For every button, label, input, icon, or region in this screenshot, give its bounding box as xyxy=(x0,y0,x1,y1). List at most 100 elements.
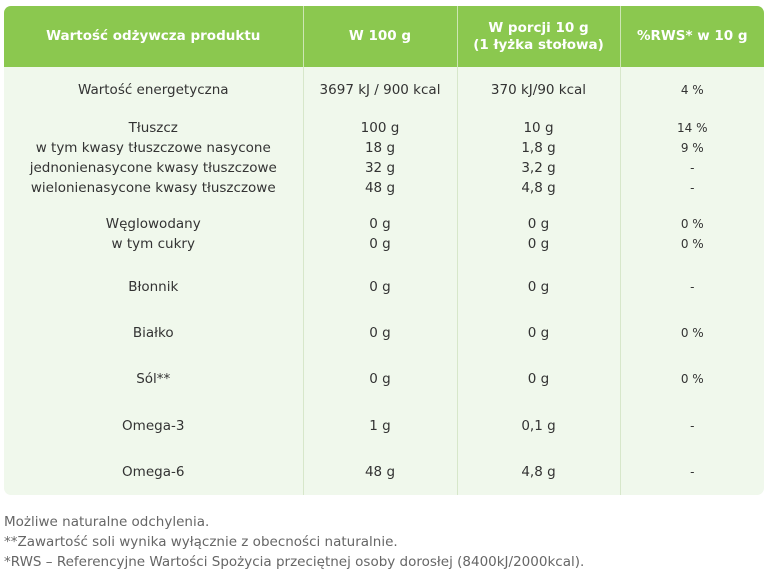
value-rws: 0 % xyxy=(680,326,704,341)
value-rws: 0 % xyxy=(680,372,704,387)
value-rws-cell: 14 % 9 % - - xyxy=(619,112,764,204)
table-row: Wartość energetyczna 3697 kJ / 900 kcal 37… xyxy=(4,67,764,113)
value-per-portion-cell: 0 g xyxy=(456,263,620,310)
value-per-100g-cell: 0 g xyxy=(302,263,457,310)
value-rws-cell: 0 % xyxy=(619,309,764,357)
value-per-portion: 4,8 g xyxy=(521,179,556,196)
header-per-portion-line2: (1 łyżka stołowa) xyxy=(473,36,604,53)
value-rws-cell: 0 % xyxy=(619,356,764,403)
value-per-portion-cell: 0,1 g xyxy=(456,402,620,449)
value-per-portion: 0 g xyxy=(527,371,550,388)
value-per-100g: 0 g xyxy=(369,325,391,342)
value-per-portion-cell: 4,8 g xyxy=(456,448,620,495)
nutrient-name-cell: Omega-6 xyxy=(4,449,303,495)
table-row: Omega-6 48 g 4,8 g - xyxy=(4,448,764,495)
nutrition-table: Wartość odżywcza produktu W 100 g W porc… xyxy=(4,6,764,495)
value-per-portion-cell: 10 g 1,8 g 3,2 g 4,8 g xyxy=(456,112,620,204)
value-per-portion: 10 g xyxy=(523,119,554,136)
value-per-100g: 0 g xyxy=(369,235,391,252)
value-per-portion: 1,8 g xyxy=(521,139,556,156)
nutrient-name: w tym cukry xyxy=(111,235,195,252)
value-per-100g: 0 g xyxy=(369,278,391,295)
value-rws: - xyxy=(690,160,695,175)
nutrient-name: Węglowodany xyxy=(105,215,201,232)
nutrient-name: Wartość energetyczna xyxy=(77,81,229,98)
value-rws-cell: 4 % xyxy=(619,67,764,113)
table-header-row: Wartość odżywcza produktu W 100 g W porc… xyxy=(4,6,764,67)
value-rws: - xyxy=(690,279,695,294)
footnote-line: *RWS – Referencyjne Wartości Spożycia pr… xyxy=(4,554,585,570)
value-per-100g: 48 g xyxy=(364,463,396,480)
value-rws: 4 % xyxy=(680,82,704,97)
table-row: Omega-3 1 g 0,1 g - xyxy=(4,402,764,449)
header-per-portion-line1: W porcji 10 g xyxy=(488,19,589,36)
value-per-portion: 0,1 g xyxy=(521,417,556,434)
nutrient-name-cell: Węglowodany w tym cukry xyxy=(4,204,303,264)
footnote-line: **Zawartość soli wynika wyłącznie z obec… xyxy=(4,534,398,550)
value-per-100g-cell: 1 g xyxy=(302,402,457,449)
nutrition-table-container: Wartość odżywcza produktu W 100 g W porc… xyxy=(4,6,764,495)
value-per-portion: 4,8 g xyxy=(521,463,556,480)
value-per-100g-cell: 0 g xyxy=(302,309,457,357)
value-per-portion: 0 g xyxy=(527,235,550,252)
header-per-100g: W 100 g xyxy=(302,6,457,67)
nutrient-name-cell: Błonnik xyxy=(4,264,303,310)
value-per-100g-cell: 100 g 18 g 32 g 48 g xyxy=(302,112,457,204)
value-per-100g: 0 g xyxy=(369,371,391,388)
value-per-100g: 48 g xyxy=(364,179,396,196)
value-per-100g: 1 g xyxy=(369,417,391,434)
value-per-100g-cell: 48 g xyxy=(302,448,457,495)
nutrient-name-cell: Omega-3 xyxy=(4,402,303,448)
value-per-portion: 0 g xyxy=(527,215,550,232)
value-per-100g: 100 g xyxy=(360,119,400,136)
header-nutrient: Wartość odżywcza produktu xyxy=(4,6,303,67)
value-per-100g: 0 g xyxy=(369,215,391,232)
value-per-100g: 32 g xyxy=(364,159,396,176)
value-per-portion-cell: 0 g xyxy=(456,309,620,357)
value-per-100g: 18 g xyxy=(364,139,396,156)
nutrient-name: wielonienasycone kwasy tłuszczowe xyxy=(30,179,276,196)
table-row: Sól** 0 g 0 g 0 % xyxy=(4,356,764,403)
nutrient-name: Omega-3 xyxy=(122,417,185,434)
nutrient-name: jednonienasycone kwasy tłuszczowe xyxy=(29,159,277,176)
value-rws: 0 % xyxy=(680,216,704,231)
footnotes: Możliwe naturalne odchylenia. **Zawartość… xyxy=(4,512,584,572)
value-rws: - xyxy=(690,418,695,433)
value-per-portion: 3,2 g xyxy=(521,159,556,176)
nutrient-name: Tłuszcz xyxy=(128,119,178,136)
value-per-100g: 3697 kJ / 900 kcal xyxy=(319,81,441,98)
value-rws: 0 % xyxy=(680,236,704,251)
table-row: Białko 0 g 0 g 0 % xyxy=(4,309,764,357)
value-rws-cell: - xyxy=(619,263,764,310)
nutrient-name-cell: Wartość energetyczna xyxy=(4,67,303,112)
value-rws: - xyxy=(690,180,695,195)
value-per-portion-cell: 0 g xyxy=(456,356,620,403)
value-per-portion: 0 g xyxy=(527,325,550,342)
nutrient-name: Białko xyxy=(132,325,174,342)
nutrient-name: Sól** xyxy=(136,371,171,388)
value-rws: - xyxy=(690,464,695,479)
nutrient-name: Omega-6 xyxy=(122,463,185,480)
footnote-line: Możliwe naturalne odchylenia. xyxy=(4,514,210,530)
value-per-portion-cell: 370 kJ/90 kcal xyxy=(456,67,620,113)
nutrient-name: w tym kwasy tłuszczowe nasycone xyxy=(35,139,271,156)
value-per-100g-cell: 0 g xyxy=(302,356,457,403)
value-per-100g-cell: 3697 kJ / 900 kcal xyxy=(302,67,457,113)
value-rws-cell: - xyxy=(619,402,764,449)
header-per-portion: W porcji 10 g (1 łyżka stołowa) xyxy=(456,6,620,67)
table-row: Błonnik 0 g 0 g - xyxy=(4,263,764,310)
table-body: Wartość energetyczna 3697 kJ / 900 kcal 37… xyxy=(4,67,764,495)
value-rws-cell: 0 % 0 % xyxy=(619,203,764,264)
nutrient-name-cell: Białko xyxy=(4,310,303,356)
nutrient-name-cell: Tłuszcz w tym kwasy tłuszczowe nasycone je… xyxy=(4,112,303,203)
value-rws: 14 % xyxy=(677,120,708,135)
nutrient-name: Błonnik xyxy=(128,278,179,295)
value-per-portion: 370 kJ/90 kcal xyxy=(490,81,587,98)
value-per-portion: 0 g xyxy=(527,278,550,295)
value-rws: 9 % xyxy=(680,140,704,155)
value-rws-cell: - xyxy=(619,448,764,495)
header-rws: %RWS* w 10 g xyxy=(619,6,764,67)
